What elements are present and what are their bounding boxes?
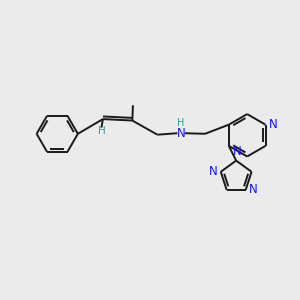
- Text: N: N: [249, 183, 258, 196]
- Text: H: H: [177, 118, 184, 128]
- Text: N: N: [176, 127, 185, 140]
- Text: N: N: [208, 165, 217, 178]
- Text: H: H: [98, 126, 105, 136]
- Text: N: N: [269, 118, 278, 131]
- Text: N: N: [233, 145, 242, 158]
